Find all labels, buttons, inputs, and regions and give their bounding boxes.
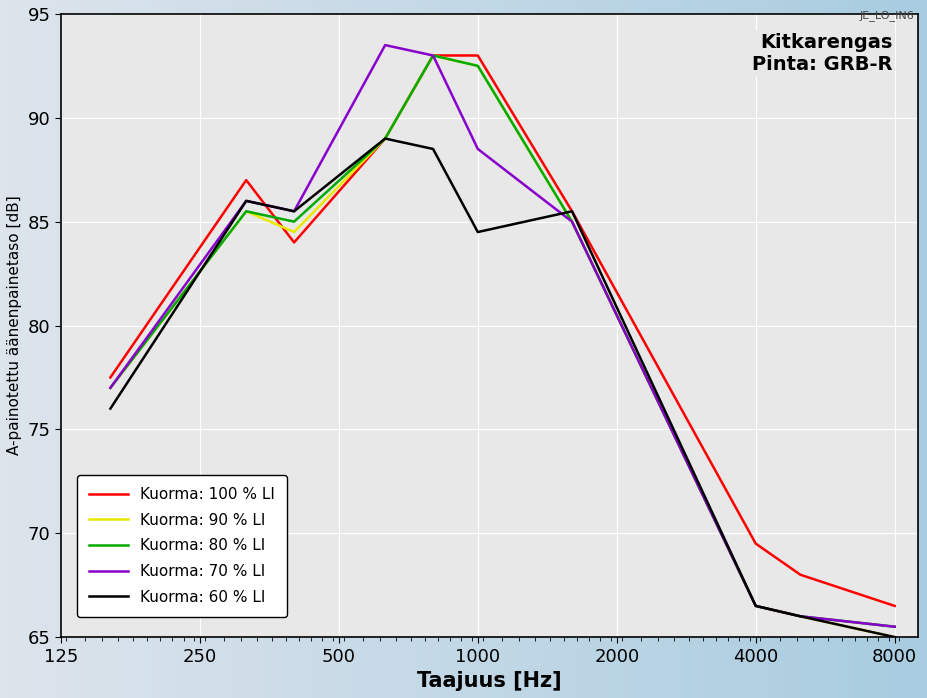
- Text: JE_LO_IN6: JE_LO_IN6: [858, 10, 913, 22]
- Kuorma: 70 % LI: (4e+03, 66.5): 70 % LI: (4e+03, 66.5): [749, 602, 760, 610]
- Kuorma: 70 % LI: (630, 93.5): 70 % LI: (630, 93.5): [379, 41, 390, 50]
- X-axis label: Taajuus [Hz]: Taajuus [Hz]: [417, 671, 562, 691]
- Kuorma: 90 % LI: (1e+03, 92.5): 90 % LI: (1e+03, 92.5): [472, 61, 483, 70]
- Kuorma: 100 % LI: (1.6e+03, 85.5): 100 % LI: (1.6e+03, 85.5): [565, 207, 577, 216]
- Kuorma: 90 % LI: (160, 77): 90 % LI: (160, 77): [105, 384, 116, 392]
- Kuorma: 80 % LI: (800, 93): 80 % LI: (800, 93): [427, 51, 438, 59]
- Kuorma: 100 % LI: (315, 87): 100 % LI: (315, 87): [240, 176, 251, 184]
- Kuorma: 90 % LI: (400, 84.5): 90 % LI: (400, 84.5): [288, 228, 299, 236]
- Kuorma: 70 % LI: (5e+03, 66): 70 % LI: (5e+03, 66): [794, 612, 806, 621]
- Kuorma: 100 % LI: (160, 77.5): 100 % LI: (160, 77.5): [105, 373, 116, 382]
- Kuorma: 60 % LI: (1e+03, 84.5): 60 % LI: (1e+03, 84.5): [472, 228, 483, 236]
- Kuorma: 80 % LI: (1.6e+03, 85): 80 % LI: (1.6e+03, 85): [565, 218, 577, 226]
- Kuorma: 90 % LI: (630, 89): 90 % LI: (630, 89): [379, 135, 390, 143]
- Kuorma: 60 % LI: (800, 88.5): 60 % LI: (800, 88.5): [427, 144, 438, 153]
- Kuorma: 80 % LI: (4e+03, 66.5): 80 % LI: (4e+03, 66.5): [749, 602, 760, 610]
- Kuorma: 90 % LI: (800, 93): 90 % LI: (800, 93): [427, 51, 438, 59]
- Kuorma: 100 % LI: (5e+03, 68): 100 % LI: (5e+03, 68): [794, 570, 806, 579]
- Kuorma: 90 % LI: (8e+03, 65): 90 % LI: (8e+03, 65): [888, 633, 899, 641]
- Kuorma: 100 % LI: (400, 84): 100 % LI: (400, 84): [288, 238, 299, 246]
- Line: Kuorma: 80 % LI: Kuorma: 80 % LI: [110, 55, 894, 627]
- Legend: Kuorma: 100 % LI, Kuorma: 90 % LI, Kuorma: 80 % LI, Kuorma: 70 % LI, Kuorma: 60 : Kuorma: 100 % LI, Kuorma: 90 % LI, Kuorm…: [77, 475, 286, 617]
- Kuorma: 90 % LI: (4e+03, 66.5): 90 % LI: (4e+03, 66.5): [749, 602, 760, 610]
- Text: Kitkarengas
Pinta: GRB-R: Kitkarengas Pinta: GRB-R: [751, 33, 892, 73]
- Kuorma: 80 % LI: (630, 89): 80 % LI: (630, 89): [379, 135, 390, 143]
- Kuorma: 80 % LI: (160, 77): 80 % LI: (160, 77): [105, 384, 116, 392]
- Kuorma: 70 % LI: (160, 77): 70 % LI: (160, 77): [105, 384, 116, 392]
- Kuorma: 70 % LI: (1.6e+03, 85): 70 % LI: (1.6e+03, 85): [565, 218, 577, 226]
- Kuorma: 60 % LI: (400, 85.5): 60 % LI: (400, 85.5): [288, 207, 299, 216]
- Kuorma: 100 % LI: (1e+03, 93): 100 % LI: (1e+03, 93): [472, 51, 483, 59]
- Line: Kuorma: 60 % LI: Kuorma: 60 % LI: [110, 139, 894, 637]
- Line: Kuorma: 70 % LI: Kuorma: 70 % LI: [110, 45, 894, 627]
- Kuorma: 100 % LI: (4e+03, 69.5): 100 % LI: (4e+03, 69.5): [749, 540, 760, 548]
- Kuorma: 90 % LI: (1.6e+03, 85): 90 % LI: (1.6e+03, 85): [565, 218, 577, 226]
- Kuorma: 100 % LI: (630, 89): 100 % LI: (630, 89): [379, 135, 390, 143]
- Kuorma: 60 % LI: (160, 76): 60 % LI: (160, 76): [105, 404, 116, 413]
- Kuorma: 80 % LI: (315, 85.5): 80 % LI: (315, 85.5): [240, 207, 251, 216]
- Kuorma: 80 % LI: (1e+03, 92.5): 80 % LI: (1e+03, 92.5): [472, 61, 483, 70]
- Kuorma: 60 % LI: (315, 86): 60 % LI: (315, 86): [240, 197, 251, 205]
- Kuorma: 60 % LI: (8e+03, 65): 60 % LI: (8e+03, 65): [888, 633, 899, 641]
- Line: Kuorma: 100 % LI: Kuorma: 100 % LI: [110, 55, 894, 606]
- Kuorma: 80 % LI: (8e+03, 65.5): 80 % LI: (8e+03, 65.5): [888, 623, 899, 631]
- Kuorma: 70 % LI: (315, 86): 70 % LI: (315, 86): [240, 197, 251, 205]
- Kuorma: 100 % LI: (8e+03, 66.5): 100 % LI: (8e+03, 66.5): [888, 602, 899, 610]
- Kuorma: 60 % LI: (1.6e+03, 85.5): 60 % LI: (1.6e+03, 85.5): [565, 207, 577, 216]
- Kuorma: 70 % LI: (800, 93): 70 % LI: (800, 93): [427, 51, 438, 59]
- Kuorma: 80 % LI: (5e+03, 66): 80 % LI: (5e+03, 66): [794, 612, 806, 621]
- Line: Kuorma: 90 % LI: Kuorma: 90 % LI: [110, 55, 894, 637]
- Kuorma: 70 % LI: (8e+03, 65.5): 70 % LI: (8e+03, 65.5): [888, 623, 899, 631]
- Kuorma: 70 % LI: (400, 85.5): 70 % LI: (400, 85.5): [288, 207, 299, 216]
- Kuorma: 60 % LI: (630, 89): 60 % LI: (630, 89): [379, 135, 390, 143]
- Kuorma: 90 % LI: (5e+03, 66): 90 % LI: (5e+03, 66): [794, 612, 806, 621]
- Kuorma: 60 % LI: (5e+03, 66): 60 % LI: (5e+03, 66): [794, 612, 806, 621]
- Kuorma: 90 % LI: (315, 85.5): 90 % LI: (315, 85.5): [240, 207, 251, 216]
- Kuorma: 80 % LI: (400, 85): 80 % LI: (400, 85): [288, 218, 299, 226]
- Y-axis label: A-painotettu äänenpainetaso [dB]: A-painotettu äänenpainetaso [dB]: [6, 195, 22, 455]
- Kuorma: 60 % LI: (4e+03, 66.5): 60 % LI: (4e+03, 66.5): [749, 602, 760, 610]
- Kuorma: 70 % LI: (1e+03, 88.5): 70 % LI: (1e+03, 88.5): [472, 144, 483, 153]
- Kuorma: 100 % LI: (800, 93): 100 % LI: (800, 93): [427, 51, 438, 59]
